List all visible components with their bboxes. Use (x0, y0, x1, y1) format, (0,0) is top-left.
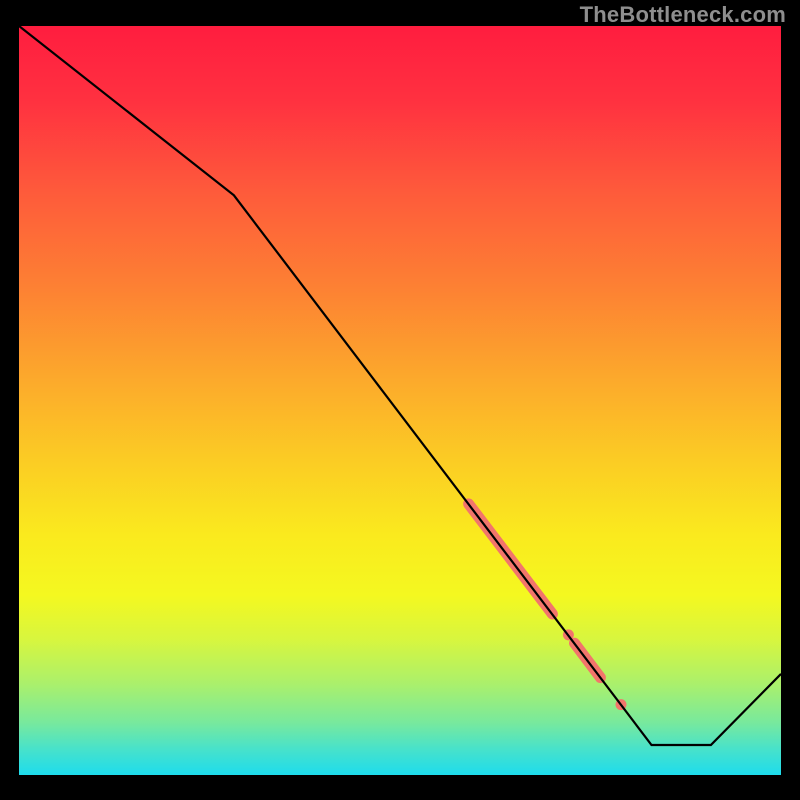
plot-area (19, 26, 781, 775)
stage: TheBottleneck.com (0, 0, 800, 800)
heatmap-background (19, 26, 781, 775)
chart-canvas (0, 0, 800, 800)
watermark-label: TheBottleneck.com (580, 2, 786, 28)
